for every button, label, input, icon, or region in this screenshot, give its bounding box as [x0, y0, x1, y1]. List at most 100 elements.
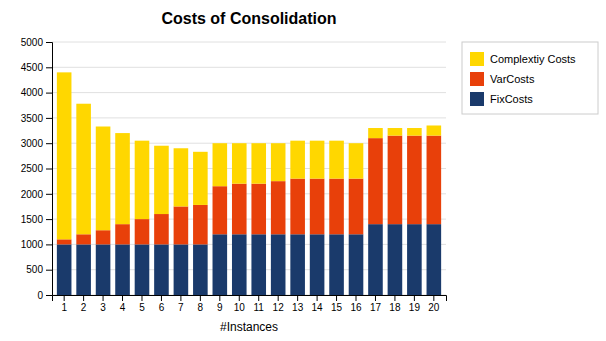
tick: 1: [61, 295, 67, 313]
bar: [427, 224, 442, 295]
bar: [251, 234, 266, 295]
tick: 500: [26, 264, 52, 275]
bar: [271, 181, 286, 234]
bar: [251, 143, 266, 183]
series: [57, 136, 441, 245]
bar: [329, 234, 344, 295]
tick-label: 7: [178, 302, 184, 313]
tick-label: 5000: [21, 37, 44, 48]
chart: 0500100015002000250030003500400045005000…: [0, 0, 606, 341]
bar: [388, 136, 403, 225]
tick-label: 11: [254, 302, 265, 313]
tick-label: 14: [312, 302, 324, 313]
tick-mark: [356, 295, 357, 301]
grid-line: [52, 42, 446, 43]
bar: [154, 214, 169, 244]
grid-line: [52, 117, 446, 118]
plot-area: 0500100015002000250030003500400045005000…: [21, 37, 447, 313]
tick: 2: [81, 295, 87, 313]
legend-item: Complextiy Costs: [470, 52, 576, 66]
bar: [329, 179, 344, 235]
tick-mark: [46, 118, 52, 119]
tick-mark: [46, 169, 52, 170]
tick-label: 19: [409, 302, 421, 313]
tick: 4500: [21, 62, 52, 73]
tick-label: 15: [331, 302, 343, 313]
tick: 3000: [21, 138, 52, 149]
bar: [57, 244, 72, 295]
tick: 13: [292, 295, 304, 313]
grid: [52, 42, 446, 295]
tick-mark: [103, 295, 104, 301]
tick: 6: [159, 295, 165, 313]
bar: [349, 234, 364, 295]
bar: [388, 224, 403, 295]
bar: [213, 143, 228, 186]
bar: [96, 127, 111, 231]
tick-mark: [375, 295, 376, 301]
bar: [115, 244, 130, 295]
tick-label: 5: [139, 302, 145, 313]
tick: 3500: [21, 113, 52, 124]
bar: [368, 128, 383, 138]
tick-mark: [414, 295, 415, 301]
tick: 7: [178, 295, 184, 313]
bar: [135, 244, 150, 295]
grid-line: [52, 193, 446, 194]
tick-mark: [46, 219, 52, 220]
bar: [427, 136, 442, 225]
tick-mark: [46, 194, 52, 195]
grid-line: [52, 92, 446, 93]
tick: 18: [389, 295, 401, 313]
legend-swatch: [470, 52, 484, 66]
x-axis-title: #Instances: [220, 320, 278, 334]
bar: [407, 136, 422, 225]
title: Costs of Consolidation: [161, 10, 336, 27]
tick-label: 8: [198, 302, 204, 313]
bar: [232, 184, 247, 235]
tick-label: 13: [292, 302, 304, 313]
tick-label: 4: [120, 302, 126, 313]
bar: [213, 186, 228, 234]
tick-mark: [219, 295, 220, 301]
bar: [115, 224, 130, 244]
tick-label: 2000: [21, 189, 44, 200]
bar: [76, 244, 91, 295]
tick-mark: [46, 42, 52, 43]
tick-mark: [46, 67, 52, 68]
axis-line: [46, 43, 53, 296]
tick: 8: [198, 295, 204, 313]
bar: [174, 206, 189, 244]
tick-mark: [46, 244, 52, 245]
bar: [290, 234, 305, 295]
tick-mark: [83, 295, 84, 301]
grid-line: [52, 269, 446, 270]
tick-mark: [46, 93, 52, 94]
tick: 5: [139, 295, 145, 313]
tick-label: 10: [234, 302, 246, 313]
tick-mark: [46, 270, 52, 271]
tick-mark: [278, 295, 279, 301]
tick: 4000: [21, 87, 52, 98]
bar: [349, 143, 364, 178]
bar: [310, 141, 325, 179]
legend-frame: [462, 42, 598, 114]
bar: [349, 179, 364, 235]
bar: [368, 138, 383, 224]
bar: [232, 234, 247, 295]
tick-label: 500: [26, 264, 43, 275]
tick-mark: [317, 295, 318, 301]
bar: [290, 141, 305, 179]
bar: [154, 146, 169, 214]
bar: [76, 104, 91, 235]
tick: 4: [120, 295, 126, 313]
tick-label: 3500: [21, 113, 44, 124]
legend-swatch: [470, 92, 484, 106]
tick: 1000: [21, 239, 52, 250]
bar: [368, 224, 383, 295]
tick: 2500: [21, 163, 52, 174]
tick-mark: [180, 295, 181, 301]
tick-label: 2500: [21, 163, 44, 174]
tick-label: 2: [81, 302, 87, 313]
y-axis: 0500100015002000250030003500400045005000: [21, 37, 53, 301]
